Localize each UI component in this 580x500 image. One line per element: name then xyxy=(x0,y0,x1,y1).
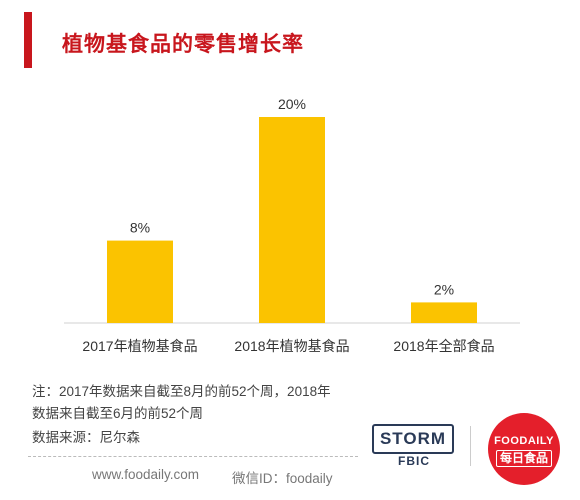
storm-logo-sub: FBIC xyxy=(398,454,430,468)
category-label-1: 2017年植物基食品 xyxy=(82,338,197,354)
footer-divider xyxy=(28,456,358,457)
foodaily-logo-text: FOODAILY xyxy=(494,435,554,447)
chart-title: 植物基食品的零售增长率 xyxy=(62,33,304,56)
footer-wechat: 微信ID：foodaily xyxy=(232,471,333,486)
title-accent-bar xyxy=(24,12,32,68)
category-label-2: 2018年植物基食品 xyxy=(234,338,349,354)
data-source: 数据来源：尼尔森 xyxy=(32,430,140,445)
foodaily-logo: FOODAILY 每日食品 xyxy=(488,413,560,485)
bar-3 xyxy=(411,302,477,323)
data-label-3: 2% xyxy=(434,281,454,297)
data-label-2: 20% xyxy=(278,96,306,112)
logo-separator xyxy=(470,426,471,466)
foodaily-logo-cn: 每日食品 xyxy=(496,450,552,467)
storm-logo-text: STORM xyxy=(372,424,454,454)
footer-website: www.foodaily.com xyxy=(92,467,200,482)
bar-chart: 8% 2017年植物基食品 20% 2018年植物基食品 2% 2018年全部食品 xyxy=(64,96,520,354)
footnote-line-1: 注：2017年数据来自截至8月的前52个周，2018年 xyxy=(32,384,331,399)
category-label-3: 2018年全部食品 xyxy=(393,338,494,354)
footnote-line-2: 数据来自截至6月的前52个周 xyxy=(32,406,204,421)
data-label-1: 8% xyxy=(130,220,150,236)
storm-logo: STORM FBIC xyxy=(372,424,454,468)
bar-2 xyxy=(259,117,325,323)
bar-1 xyxy=(107,240,173,323)
